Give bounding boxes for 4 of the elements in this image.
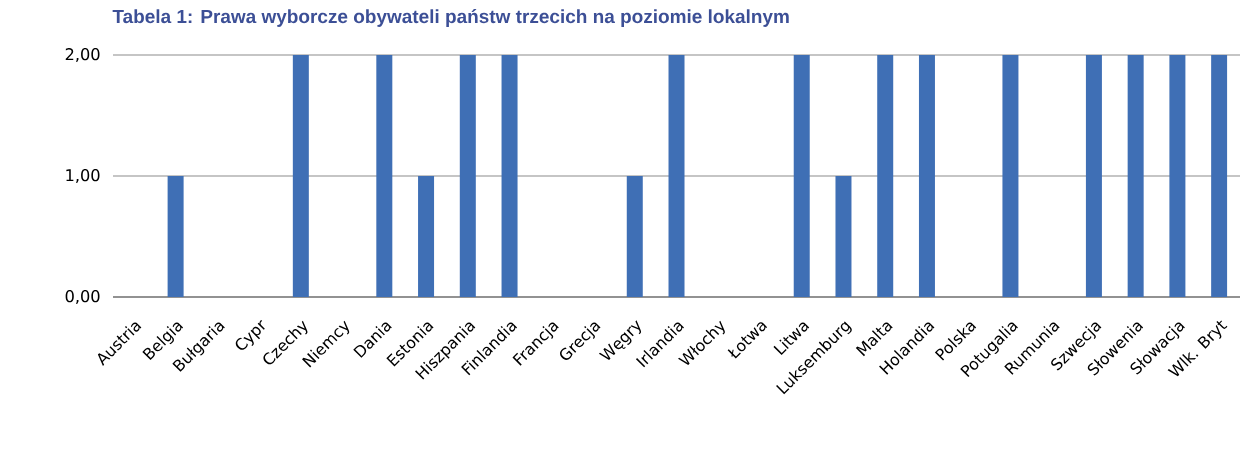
chart-title: Tabela 1: Prawa wyborcze obywateli państw trzecich na poziomie lokalnym xyxy=(112,9,789,27)
y-tick-label: 0,00 xyxy=(65,290,100,304)
y-tick-label: 2,00 xyxy=(65,48,100,62)
y-tick-label: 1,00 xyxy=(66,169,100,183)
